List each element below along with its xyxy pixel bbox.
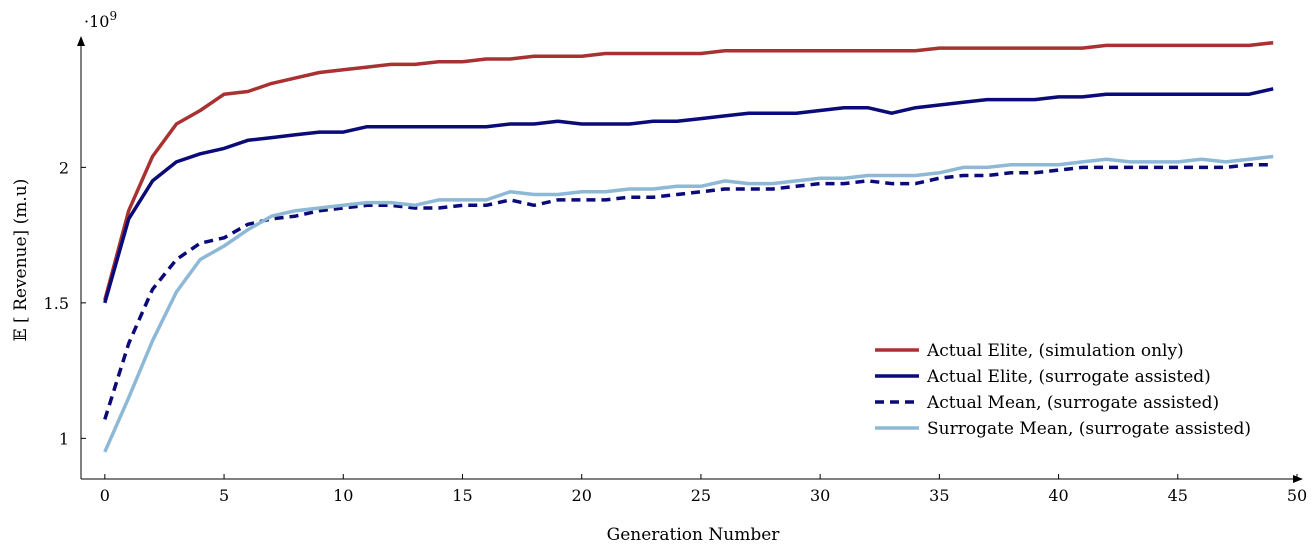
- x-tick-label: 25: [691, 486, 711, 505]
- y-multiplier-exponent: 9: [109, 9, 117, 23]
- x-tick-label: 20: [572, 486, 592, 505]
- x-tick-label: 5: [219, 486, 229, 505]
- y-tick-label: 2: [59, 158, 69, 177]
- x-tick-label: 40: [1048, 486, 1068, 505]
- y-tick-label: 1: [59, 429, 69, 448]
- x-axis-arrow: [1293, 475, 1303, 483]
- series-line-1: [103, 40, 1274, 301]
- y-axis-title: 𝔼 [ Revenue] (m.u): [11, 179, 31, 342]
- x-tick-label: 30: [810, 486, 830, 505]
- x-tick-label: 35: [929, 486, 949, 505]
- y-axis-arrow: [77, 36, 85, 46]
- y-ticks: 11.52: [44, 158, 86, 448]
- y-tick-label: 1.5: [44, 294, 69, 313]
- axes: [77, 36, 1303, 483]
- x-ticks: 0 5 10 15 20 25 30 35 40 45 50: [100, 474, 1307, 505]
- legend-label: Actual Mean, (surrogate assisted): [926, 393, 1219, 413]
- x-tick-label: 50: [1287, 486, 1307, 505]
- legend-label: Actual Elite, (simulation only): [926, 341, 1184, 361]
- x-axis-title: Generation Number: [607, 525, 781, 545]
- y-multiplier-base: ·10: [84, 12, 109, 31]
- y-multiplier-label: ·109: [84, 9, 117, 31]
- x-tick-label: 10: [333, 486, 353, 505]
- x-tick-label: 15: [452, 486, 472, 505]
- x-tick-label: 45: [1168, 486, 1188, 505]
- legend-label: Surrogate Mean, (surrogate assisted): [927, 419, 1251, 439]
- x-tick-label: 0: [100, 486, 110, 505]
- series-line-4: [103, 154, 1274, 453]
- legend-label: Actual Elite, (surrogate assisted): [926, 367, 1211, 387]
- series-layer: [103, 40, 1274, 453]
- legend: Actual Elite, (simulation only) Actual El…: [875, 341, 1251, 439]
- series-line-2: [103, 87, 1274, 304]
